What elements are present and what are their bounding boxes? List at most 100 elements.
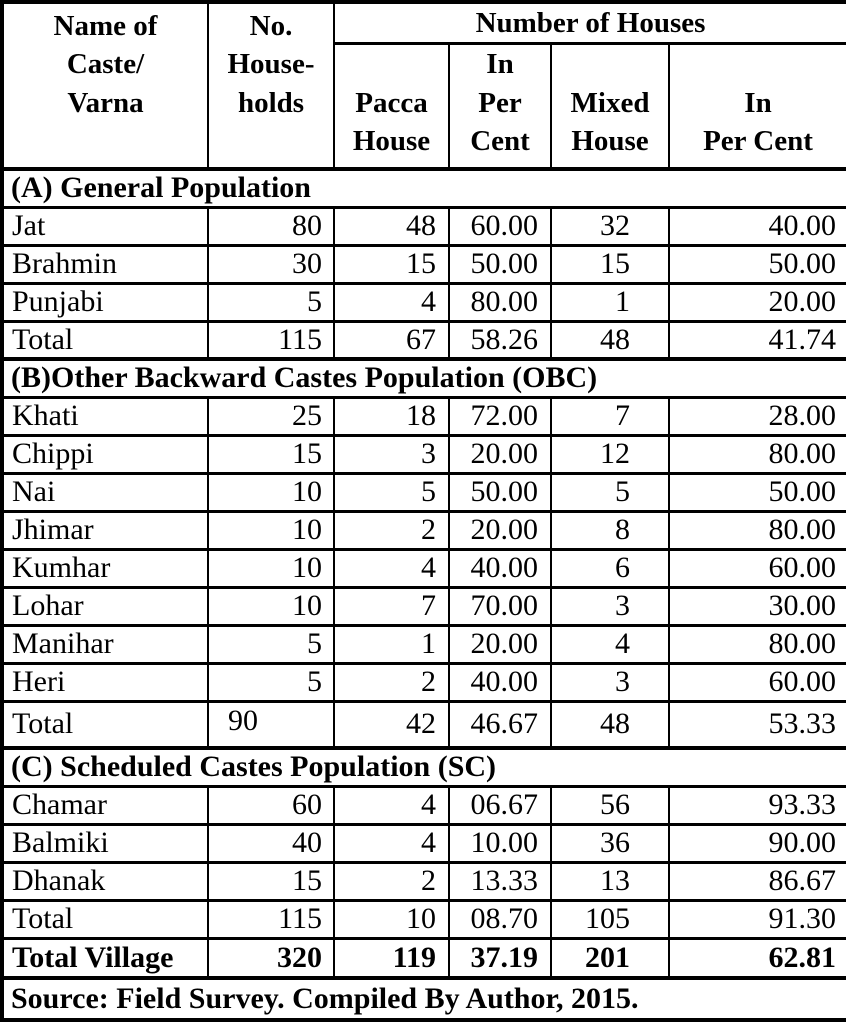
value-cell: 7	[333, 585, 450, 627]
header-no-households: No. House- holds	[207, 0, 335, 171]
value-cell: 40.00	[448, 547, 552, 589]
value-cell: 62.81	[668, 936, 846, 980]
table-row: Total Village 320 119 37.19 201 62.81	[1, 936, 846, 980]
value-cell: 50.00	[668, 471, 846, 513]
value-cell: 18	[333, 395, 450, 437]
value-cell: 4	[333, 784, 450, 826]
header-pacca-house: Pacca House	[333, 42, 450, 172]
value-cell: 40.00	[448, 661, 552, 703]
value-cell: 8	[550, 509, 670, 551]
caste-name-cell: Dhanak	[1, 860, 209, 902]
table-header: Name of Caste/ Varna No. House- holds Nu…	[1, 0, 846, 172]
value-cell: 42	[333, 699, 450, 750]
header-row-top: Name of Caste/ Varna No. House- holds Nu…	[1, 0, 846, 171]
value-cell: 115	[207, 319, 335, 361]
value-cell: 15	[333, 243, 450, 285]
value-cell: 10	[207, 509, 335, 551]
value-cell: 15	[550, 243, 670, 285]
value-cell: 4	[333, 281, 450, 323]
value-cell: 5	[207, 623, 335, 665]
value-cell: 37.19	[448, 936, 552, 980]
section-label: (C) Scheduled Castes Population (SC)	[1, 746, 846, 788]
value-cell: 50.00	[668, 243, 846, 285]
section-label: (B)Other Backward Castes Population (OBC…	[1, 357, 846, 399]
value-cell: 320	[207, 936, 335, 980]
caste-name-cell: Jat	[1, 205, 209, 247]
value-cell: 48	[550, 319, 670, 361]
value-cell: 80.00	[668, 623, 846, 665]
value-cell: 3	[550, 661, 670, 703]
header-mixed-house: Mixed House	[550, 42, 670, 172]
section-row: (B)Other Backward Castes Population (OBC…	[1, 357, 846, 399]
value-cell: 115	[207, 898, 335, 940]
table-row: Kumhar 10 4 40.00 6 60.00	[1, 547, 846, 589]
header-row-bottom: Pacca House In Per Cent Mixed House In P…	[2, 42, 846, 172]
value-cell: 48	[333, 205, 450, 247]
caste-name-cell: Lohar	[1, 585, 209, 627]
value-cell: 2	[333, 509, 450, 551]
value-cell: 30	[207, 243, 335, 285]
source-label: Source: Field Survey. Compiled By Author…	[1, 976, 846, 1022]
value-cell: 80.00	[448, 281, 552, 323]
value-cell: 91.30	[668, 898, 846, 940]
table-row: Chippi 15 3 20.00 12 80.00	[1, 433, 846, 475]
value-cell: 20.00	[448, 509, 552, 551]
value-cell: 5	[333, 471, 450, 513]
table-row: Balmiki 40 4 10.00 36 90.00	[1, 822, 846, 864]
value-cell: 20.00	[668, 281, 846, 323]
value-cell: 90.00	[668, 822, 846, 864]
value-cell: 3	[550, 585, 670, 627]
value-cell: 5	[207, 661, 335, 703]
caste-name-cell: Total	[1, 898, 209, 940]
value-cell: 60.00	[668, 547, 846, 589]
caste-name-cell: Nai	[1, 471, 209, 513]
value-cell: 10	[333, 898, 450, 940]
value-cell: 6	[550, 547, 670, 589]
caste-name-cell: Total Village	[1, 936, 209, 980]
value-cell: 10	[207, 471, 335, 513]
value-cell: 15	[207, 433, 335, 475]
table-row: Total 115 67 58.26 48 41.74	[1, 319, 846, 361]
value-cell: 25	[207, 395, 335, 437]
caste-name-cell: Punjabi	[1, 281, 209, 323]
value-cell: 67	[333, 319, 450, 361]
caste-name-cell: Chamar	[1, 784, 209, 826]
value-cell: 7	[550, 395, 670, 437]
caste-name-cell: Manihar	[1, 623, 209, 665]
value-cell: 1	[550, 281, 670, 323]
value-cell: 46.67	[448, 699, 552, 750]
header-caste-varna: Name of Caste/ Varna	[1, 0, 209, 171]
value-cell: 201	[550, 936, 670, 980]
value-cell: 1	[333, 623, 450, 665]
value-cell: 58.26	[448, 319, 552, 361]
caste-name-cell: Total	[1, 699, 209, 750]
table-row: Total 90 42 46.67 48 53.33	[1, 699, 846, 750]
source-row: Source: Field Survey. Compiled By Author…	[1, 976, 846, 1022]
value-cell: 4	[333, 547, 450, 589]
table-row: Manihar 5 1 20.00 4 80.00	[1, 623, 846, 665]
caste-name-cell: Total	[1, 319, 209, 361]
value-cell: 12	[550, 433, 670, 475]
value-cell: 40	[207, 822, 335, 864]
value-cell: 4	[333, 822, 450, 864]
value-cell: 10	[207, 547, 335, 589]
caste-name-cell: Balmiki	[1, 822, 209, 864]
value-cell: 50.00	[448, 243, 552, 285]
value-cell: 15	[207, 860, 335, 902]
caste-name-cell: Heri	[1, 661, 209, 703]
value-cell: 80	[207, 205, 335, 247]
value-cell: 30.00	[668, 585, 846, 627]
value-cell: 06.67	[448, 784, 552, 826]
value-cell: 10	[207, 585, 335, 627]
value-cell: 28.00	[668, 395, 846, 437]
section-row: (A) General Population	[1, 167, 846, 209]
value-cell: 80.00	[668, 433, 846, 475]
value-cell: 70.00	[448, 585, 552, 627]
value-cell: 60.00	[448, 205, 552, 247]
value-cell: 5	[550, 471, 670, 513]
header-mixed-percent: In Per Cent	[668, 42, 846, 172]
value-cell: 48	[550, 699, 670, 750]
header-number-of-houses: Number of Houses	[333, 0, 846, 45]
value-cell: 3	[333, 433, 450, 475]
